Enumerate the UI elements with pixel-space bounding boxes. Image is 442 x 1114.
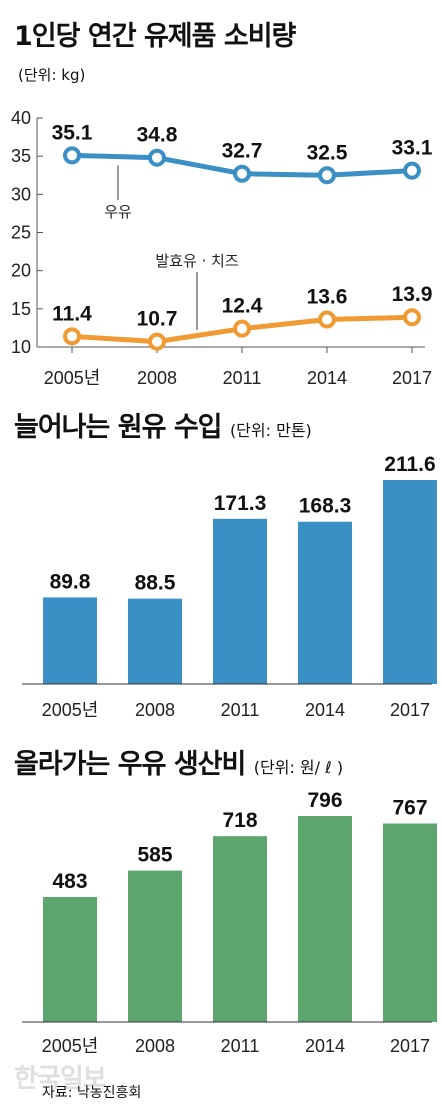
bar: [298, 521, 352, 684]
x-tick-label: 2017: [390, 700, 430, 720]
y-tick-label: 20: [11, 261, 31, 281]
data-label: 13.9: [392, 283, 433, 306]
x-tick-label: 2014: [305, 1036, 345, 1056]
data-point: [233, 164, 251, 183]
bar: [383, 480, 437, 684]
bar-value-label: 767: [392, 797, 427, 820]
y-tick-label: 25: [11, 223, 31, 243]
x-tick-label: 2014: [305, 700, 345, 720]
data-point: [318, 310, 336, 329]
data-label: 12.4: [222, 295, 263, 318]
data-label: 13.6: [307, 286, 348, 309]
bar-value-label: 718: [222, 809, 257, 832]
x-tick-label: 2005년: [42, 700, 99, 720]
bar-value-label: 168.3: [299, 495, 352, 518]
chart3-unit: (단위: 원/ ℓ ): [253, 758, 344, 777]
data-point: [63, 146, 81, 165]
bar-value-label: 483: [52, 870, 87, 893]
chart2-unit: (단위: 만톤): [229, 421, 312, 440]
bar-value-label: 796: [307, 789, 342, 812]
series-label-milk: 우유: [104, 203, 132, 221]
chart1-title: 1인당 연간 유제품 소비량: [14, 21, 296, 52]
x-tick-label: 2017: [390, 1036, 430, 1056]
data-label: 34.8: [137, 124, 178, 147]
data-point: [233, 319, 251, 338]
line-chart: 40 35 30 25 20 15 10 2005년 2008 2011 2014 2017 35.1 3…: [11, 108, 433, 388]
bar: [213, 836, 267, 1022]
bar: [128, 598, 182, 684]
chart1-unit: (단위: kg): [18, 66, 86, 84]
data-label: 35.1: [52, 121, 93, 144]
x-tick-label: 2008: [137, 368, 177, 388]
bar-value-label: 585: [137, 844, 172, 867]
watermark: 한국일보: [14, 1064, 107, 1094]
data-point: [63, 327, 81, 346]
bar: [43, 897, 97, 1022]
y-tick-label: 15: [11, 299, 31, 319]
data-label: 32.5: [307, 141, 348, 164]
series-label-fermented: 발효유 · 치즈: [155, 252, 239, 270]
data-label: 11.4: [52, 302, 92, 325]
chart2-title-text: 늘어나는 원유 수입: [14, 412, 223, 443]
y-tick-label: 35: [11, 146, 31, 166]
data-point: [318, 166, 336, 185]
x-tick-label: 2014: [307, 368, 347, 388]
x-tick-label: 2011: [223, 368, 262, 388]
data-label: 10.7: [137, 308, 178, 331]
x-tick-label: 2005년: [42, 1036, 99, 1056]
data-point: [403, 308, 421, 327]
bar-value-label: 89.8: [50, 570, 91, 593]
x-tick-label: 2011: [221, 1036, 260, 1056]
import-bar-chart: 89.8 88.5 171.3 168.3 211.6 2005년 2008 2011 2014…: [22, 453, 437, 720]
cost-bar-chart: 483 585 718 796 767 2005년 2008 2011 2014 2017: [22, 789, 437, 1056]
x-tick-label: 2017: [392, 368, 432, 388]
x-tick-label: 2008: [135, 1036, 175, 1056]
chart2-title: 늘어나는 원유 수입 (단위: 만톤): [14, 405, 312, 444]
bar-value-label: 211.6: [384, 453, 435, 476]
bar: [213, 518, 267, 684]
x-tick-label: 2008: [135, 700, 175, 720]
data-label: 33.1: [392, 137, 433, 160]
source-note: 자료: 낙농진흥회: [42, 1085, 142, 1101]
bar: [383, 823, 437, 1022]
y-tick-label: 30: [11, 184, 31, 204]
data-point: [148, 332, 166, 351]
data-point: [403, 161, 421, 180]
y-tick-label: 40: [11, 108, 31, 128]
bar-value-label: 171.3: [214, 492, 267, 515]
bar: [43, 597, 97, 684]
chart3-title-text: 올라가는 우유 생산비: [14, 749, 246, 780]
x-tick-label: 2011: [221, 700, 260, 720]
bar: [128, 870, 182, 1022]
y-tick-label: 10: [11, 337, 31, 357]
bar-value-label: 88.5: [135, 572, 176, 595]
data-point: [148, 148, 166, 167]
x-tick-label: 2005년: [44, 368, 101, 388]
data-label: 32.7: [222, 140, 263, 163]
bar: [298, 816, 352, 1022]
chart3-title: 올라가는 우유 생산비 (단위: 원/ ℓ ): [14, 742, 343, 781]
